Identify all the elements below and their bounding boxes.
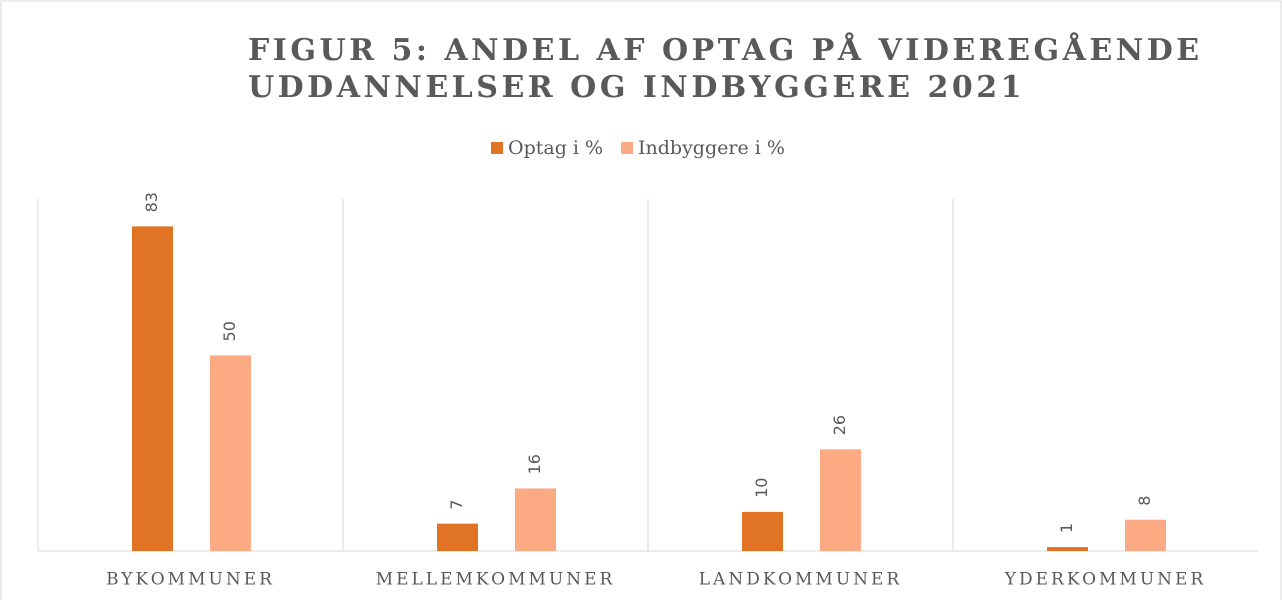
- legend-swatch: [491, 142, 503, 154]
- x-tick-label: LANDKOMMUNER: [699, 570, 902, 590]
- data-label: 83: [142, 192, 161, 212]
- data-label: 26: [830, 415, 849, 435]
- data-label: 50: [220, 321, 239, 341]
- data-label: 8: [1135, 496, 1154, 506]
- legend-swatch: [621, 142, 633, 154]
- data-label: 7: [447, 499, 466, 509]
- legend-label: Optag i %: [508, 137, 603, 159]
- x-tick-label: MELLEMKOMMUNER: [376, 570, 616, 590]
- bar: [742, 511, 783, 551]
- bar: [1047, 547, 1088, 551]
- chart-title: UDDANNELSER OG INDBYGGERE 2021: [248, 70, 1025, 105]
- data-label: 1: [1057, 523, 1076, 533]
- x-tick-label: YDERKOMMUNER: [1004, 570, 1206, 590]
- chart-title: FIGUR 5: ANDEL AF OPTAG PÅ VIDEREGÅENDE: [248, 32, 1203, 68]
- bar: [210, 355, 251, 551]
- bar: [820, 449, 861, 551]
- legend-label: Indbyggere i %: [638, 137, 785, 159]
- bar: [1125, 519, 1166, 551]
- data-label: 16: [525, 454, 544, 474]
- data-label: 10: [752, 478, 771, 498]
- bar: [132, 226, 173, 551]
- x-tick-label: BYKOMMUNER: [106, 570, 275, 590]
- bar: [437, 523, 478, 551]
- bar: [515, 488, 556, 551]
